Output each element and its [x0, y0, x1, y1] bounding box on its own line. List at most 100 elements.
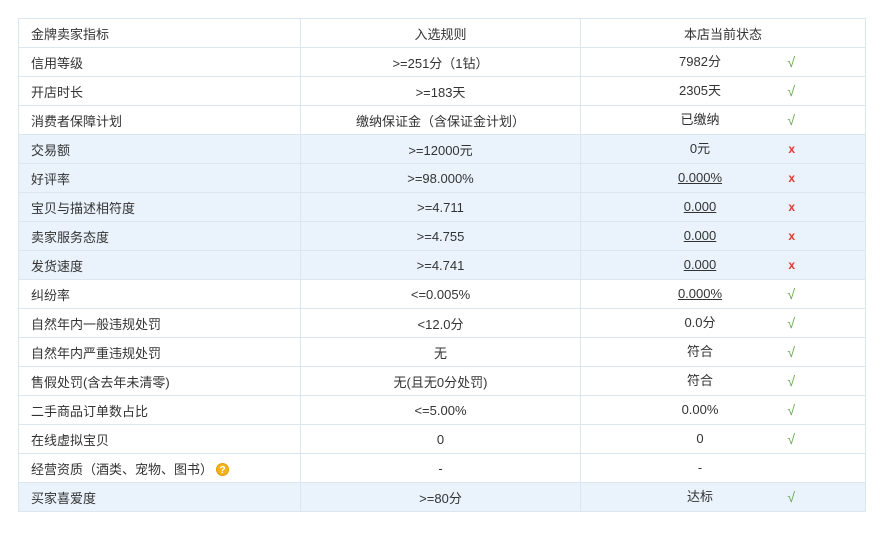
- metric-label: 在线虚拟宝贝: [31, 432, 110, 448]
- status-wrapper: 0.000 x: [581, 193, 865, 221]
- status-cell: 0.000% x: [580, 163, 866, 193]
- pass-check-icon: √: [787, 112, 795, 128]
- pass-check-icon: √: [787, 54, 795, 70]
- table-row: 买家喜爱度 >=80分 达标 √: [18, 482, 866, 512]
- metric-name-cell: 卖家服务态度: [18, 221, 301, 251]
- metric-label: 纠纷率: [31, 287, 71, 303]
- status-cell: 0.000 x: [580, 250, 866, 280]
- status-value: 7982分: [679, 54, 721, 69]
- status-wrapper: 符合 √: [581, 338, 865, 366]
- status-cell: 0.0分 √: [580, 308, 866, 338]
- rule-cell: >=251分（1钻）: [300, 47, 581, 77]
- table-row: 好评率 >=98.000% 0.000% x: [18, 163, 866, 193]
- status-cell: 符合 √: [580, 366, 866, 396]
- help-question-icon[interactable]: ?: [216, 463, 230, 477]
- table-row: 二手商品订单数占比 <=5.00% 0.00% √: [18, 395, 866, 425]
- column-header-metric: 金牌卖家指标: [18, 18, 301, 48]
- metric-label: 发货速度: [31, 258, 84, 274]
- metric-label: 自然年内一般违规处罚: [31, 316, 162, 332]
- metric-name-cell: 交易额: [18, 134, 301, 164]
- status-cell: 0.00% √: [580, 395, 866, 425]
- pass-check-icon: √: [787, 402, 795, 418]
- table-row: 宝贝与描述相符度 >=4.711 0.000 x: [18, 192, 866, 222]
- metric-label: 开店时长: [31, 84, 84, 100]
- status-wrapper: 0元 x: [581, 135, 865, 163]
- status-wrapper: 符合 √: [581, 367, 865, 395]
- status-wrapper: -: [581, 454, 865, 482]
- status-value-link[interactable]: 0.000: [683, 199, 717, 214]
- rule-cell: >=4.741: [300, 250, 581, 280]
- status-cell: 2305天 √: [580, 76, 866, 106]
- metric-name-cell: 消费者保障计划: [18, 105, 301, 135]
- table-row: 在线虚拟宝贝 0 0 √: [18, 424, 866, 454]
- fail-cross-icon: x: [788, 258, 795, 272]
- metric-name-cell: 在线虚拟宝贝: [18, 424, 301, 454]
- metric-name-cell: 开店时长: [18, 76, 301, 106]
- fail-cross-icon: x: [788, 200, 795, 214]
- table-header: 金牌卖家指标 入选规则 本店当前状态: [18, 18, 866, 48]
- metric-label: 卖家服务态度: [31, 229, 110, 245]
- pass-check-icon: √: [787, 83, 795, 99]
- metric-name-cell: 自然年内严重违规处罚: [18, 337, 301, 367]
- status-value-link[interactable]: 0.000%: [677, 286, 723, 301]
- rule-cell: <=0.005%: [300, 279, 581, 309]
- status-value: 符合: [686, 344, 713, 359]
- rule-cell: 缴纳保证金（含保证金计划）: [300, 105, 581, 135]
- status-value: 0.0分: [684, 315, 716, 330]
- status-wrapper: 0.00% √: [581, 396, 865, 424]
- fail-cross-icon: x: [788, 229, 795, 243]
- rule-cell: >=4.711: [300, 192, 581, 222]
- status-value: 0元: [689, 141, 711, 156]
- fail-cross-icon: x: [788, 171, 795, 185]
- status-value: 达标: [686, 489, 713, 504]
- status-value: 已缴纳: [680, 112, 720, 127]
- rule-cell: 无(且无0分处罚): [300, 366, 581, 396]
- status-value-link[interactable]: 0.000: [683, 257, 717, 272]
- pass-check-icon: √: [787, 286, 795, 302]
- rule-cell: -: [300, 453, 581, 483]
- status-cell: 0.000 x: [580, 192, 866, 222]
- gold-seller-metrics-table: 金牌卖家指标 入选规则 本店当前状态 信用等级 >=251分（1钻） 7982分 √ 开…: [18, 18, 866, 512]
- status-wrapper: 0.000% x: [581, 164, 865, 192]
- rule-cell: >=12000元: [300, 134, 581, 164]
- metric-label: 售假处罚(含去年未清零): [31, 374, 170, 390]
- status-value: 符合: [686, 373, 713, 388]
- status-wrapper: 达标 √: [581, 483, 865, 511]
- status-wrapper: 2305天 √: [581, 77, 865, 105]
- metric-label: 经营资质（酒类、宠物、图书）: [31, 461, 214, 477]
- metric-name-cell: 买家喜爱度: [18, 482, 301, 512]
- metric-label: 买家喜爱度: [31, 490, 97, 506]
- status-value: -: [697, 460, 703, 475]
- status-cell: 已缴纳 √: [580, 105, 866, 135]
- rule-cell: 无: [300, 337, 581, 367]
- metric-label: 信用等级: [31, 55, 84, 71]
- rule-cell: >=80分: [300, 482, 581, 512]
- table-row: 自然年内严重违规处罚 无 符合 √: [18, 337, 866, 367]
- status-cell: -: [580, 453, 866, 483]
- rule-cell: <12.0分: [300, 308, 581, 338]
- table-row: 自然年内一般违规处罚 <12.0分 0.0分 √: [18, 308, 866, 338]
- metric-label: 好评率: [31, 171, 71, 187]
- status-value-link[interactable]: 0.000: [683, 228, 717, 243]
- table-row: 纠纷率 <=0.005% 0.000% √: [18, 279, 866, 309]
- metric-name-cell: 自然年内一般违规处罚: [18, 308, 301, 338]
- table-header-row: 金牌卖家指标 入选规则 本店当前状态: [18, 18, 866, 48]
- table-row: 卖家服务态度 >=4.755 0.000 x: [18, 221, 866, 251]
- status-cell: 0.000 x: [580, 221, 866, 251]
- pass-check-icon: √: [787, 315, 795, 331]
- metric-name-cell: 纠纷率: [18, 279, 301, 309]
- status-cell: 7982分 √: [580, 47, 866, 77]
- status-wrapper: 0.000% √: [581, 280, 865, 308]
- status-wrapper: 0.000 x: [581, 251, 865, 279]
- status-wrapper: 0.000 x: [581, 222, 865, 250]
- status-wrapper: 0.0分 √: [581, 309, 865, 337]
- status-value: 2305天: [679, 83, 721, 98]
- status-value-link[interactable]: 0.000%: [677, 170, 723, 185]
- metric-label: 自然年内严重违规处罚: [31, 345, 162, 361]
- rule-cell: >=183天: [300, 76, 581, 106]
- fail-cross-icon: x: [788, 142, 795, 156]
- metric-label: 二手商品订单数占比: [31, 403, 149, 419]
- status-wrapper: 0 √: [581, 425, 865, 453]
- metric-label: 交易额: [31, 142, 71, 158]
